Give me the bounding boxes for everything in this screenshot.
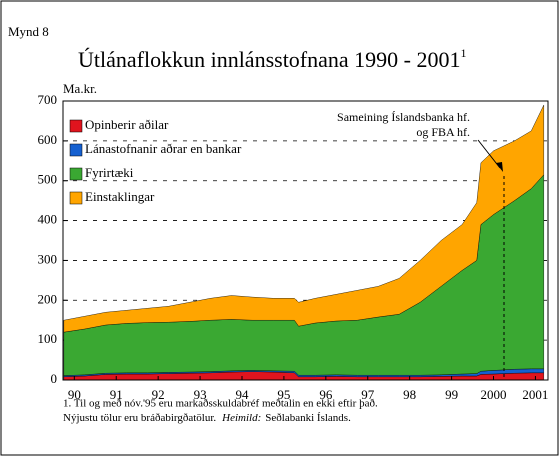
y-tick-label: 100 — [38, 331, 58, 346]
legend-label: Opinberir aðilar — [85, 117, 169, 132]
x-tick-label: 95 — [277, 387, 290, 402]
figure-label: Mynd 8 — [8, 24, 49, 39]
x-tick-label: 96 — [319, 387, 333, 402]
annotation: og FBA hf. — [416, 125, 470, 139]
legend-label: Fyrirtæki — [85, 165, 134, 180]
x-tick-label: 98 — [403, 387, 416, 402]
title-superscript: 1 — [461, 46, 467, 60]
x-tick-label: 94 — [235, 387, 249, 402]
footnote: Nýjustu tölur eru bráðabirgðatölur. Heimi… — [63, 412, 351, 424]
x-tick-label: 2001 — [522, 387, 548, 402]
x-tick-label: 99 — [445, 387, 458, 402]
legend-swatch — [69, 167, 83, 181]
legend-label: Lánastofnanir aðrar en bankar — [85, 141, 242, 156]
arrow-head — [496, 162, 503, 172]
footnote-text: Nýjustu tölur eru bráðabirgðatölur. — [63, 412, 216, 424]
source: Seðlabanki Íslands. — [265, 412, 351, 424]
area — [63, 104, 545, 333]
y-tick-label: 600 — [38, 132, 58, 147]
x-tick-label: 93 — [194, 387, 207, 402]
y-tick-label: 0 — [51, 371, 58, 386]
source-label: Heimild: — [221, 412, 261, 424]
x-tick-label: 97 — [361, 387, 375, 402]
y-tick-label: 200 — [38, 291, 58, 306]
y-axis-label: Ma.kr. — [63, 81, 97, 96]
footnote: 1. Til og með nóv.'95 eru markaðsskuldab… — [63, 398, 378, 410]
chart-title: Útlánaflokkun innlánsstofnana 1990 - 200… — [78, 46, 467, 72]
x-tick-label: 90 — [68, 387, 81, 402]
y-tick-label: 300 — [38, 251, 58, 266]
legend-swatch — [69, 119, 83, 133]
y-tick-label: 500 — [38, 172, 58, 187]
annotation: Sameining Íslandsbanka hf. — [337, 110, 470, 124]
legend-swatch — [69, 143, 83, 157]
x-tick-label: 92 — [152, 387, 165, 402]
title-text: Útlánaflokkun innlánsstofnana 1990 - 200… — [78, 47, 461, 72]
legend-label: Einstaklingar — [85, 189, 155, 204]
y-tick-label: 400 — [38, 212, 58, 227]
legend-swatch — [69, 191, 83, 205]
y-tick-label: 700 — [38, 92, 58, 107]
plot-frame — [62, 100, 549, 381]
plot: 0 100 200 300 400 500 600 700 90 91 92 93 94 95 96 97 98… — [38, 92, 549, 402]
x-tick-label: 91 — [110, 387, 123, 402]
x-tick-label: 2000 — [481, 387, 507, 402]
